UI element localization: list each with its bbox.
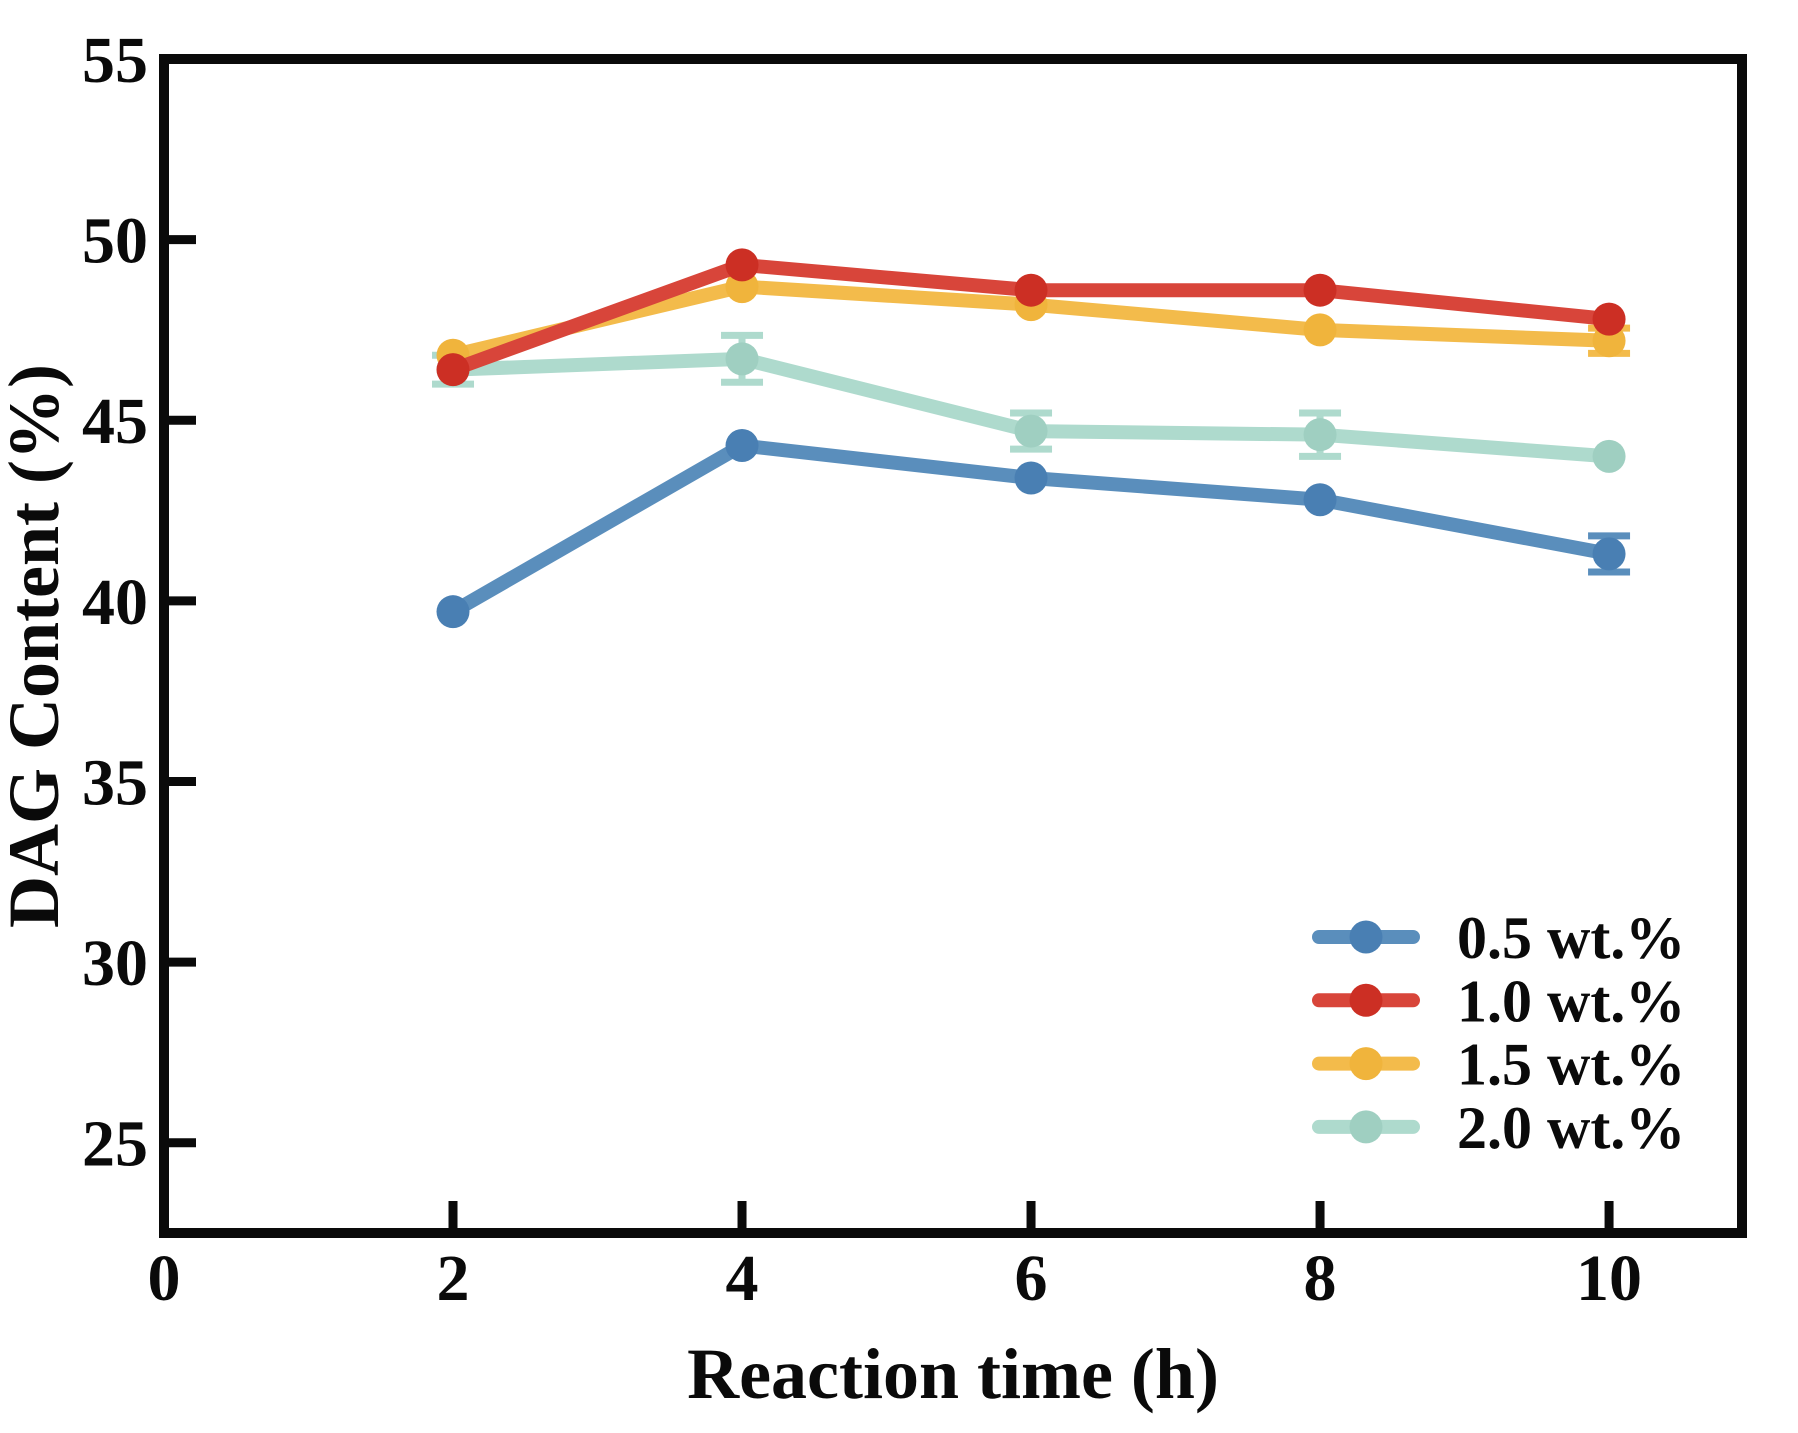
x-tick-label: 0 [148,1242,181,1315]
data-point-marker [436,353,470,387]
legend-marker [1349,983,1383,1017]
legend-item: 1.0 wt.% [1312,968,1685,1034]
data-point-marker [1303,483,1337,517]
data-point-marker [1592,537,1626,571]
y-tick-label: 30 [82,927,148,1000]
y-tick-label: 40 [82,566,148,639]
data-point-marker [1014,273,1048,307]
x-tick-label: 10 [1576,1242,1642,1315]
x-tick-label: 6 [1015,1242,1048,1315]
data-point-marker [1303,273,1337,307]
legend-marker [1349,1047,1383,1081]
series-2.0-wt.pct [432,331,1626,473]
data-point-marker [725,248,759,282]
legend-label: 1.0 wt.% [1457,968,1685,1034]
y-tick-label: 50 [82,205,148,278]
legend-label: 1.5 wt.% [1457,1032,1685,1098]
legend-label: 2.0 wt.% [1457,1095,1685,1161]
legend-marker [1349,920,1383,954]
series-1.0-wt.pct [436,248,1626,387]
data-point-marker [1592,439,1626,473]
legend-label: 0.5 wt.% [1457,905,1685,971]
x-tick-label: 2 [437,1242,470,1315]
data-point-marker [1014,461,1048,495]
y-axis-title: DAG Content (%) [0,364,74,928]
data-point-marker [1014,414,1048,448]
data-point-marker [1592,302,1626,336]
legend-item: 1.5 wt.% [1312,1032,1685,1098]
y-tick-label: 55 [82,24,148,97]
data-point-marker [436,595,470,629]
x-axis-title: Reaction time (h) [687,1334,1219,1414]
data-point-marker [725,429,759,463]
x-tick-label: 8 [1304,1242,1337,1315]
legend-marker [1349,1110,1383,1144]
legend-item: 2.0 wt.% [1312,1095,1685,1161]
y-tick-label: 35 [82,746,148,819]
legend-item: 0.5 wt.% [1312,905,1685,971]
data-point-marker [1303,418,1337,452]
data-point-marker [1303,313,1337,347]
data-point-marker [725,342,759,376]
plot-frame [159,54,1747,1238]
series-0.5-wt.pct [436,429,1631,629]
y-tick-label: 45 [82,385,148,458]
legend: 0.5 wt.%1.0 wt.%1.5 wt.%2.0 wt.% [1312,905,1685,1161]
x-tick-label: 4 [726,1242,759,1315]
y-tick-label: 25 [82,1108,148,1181]
